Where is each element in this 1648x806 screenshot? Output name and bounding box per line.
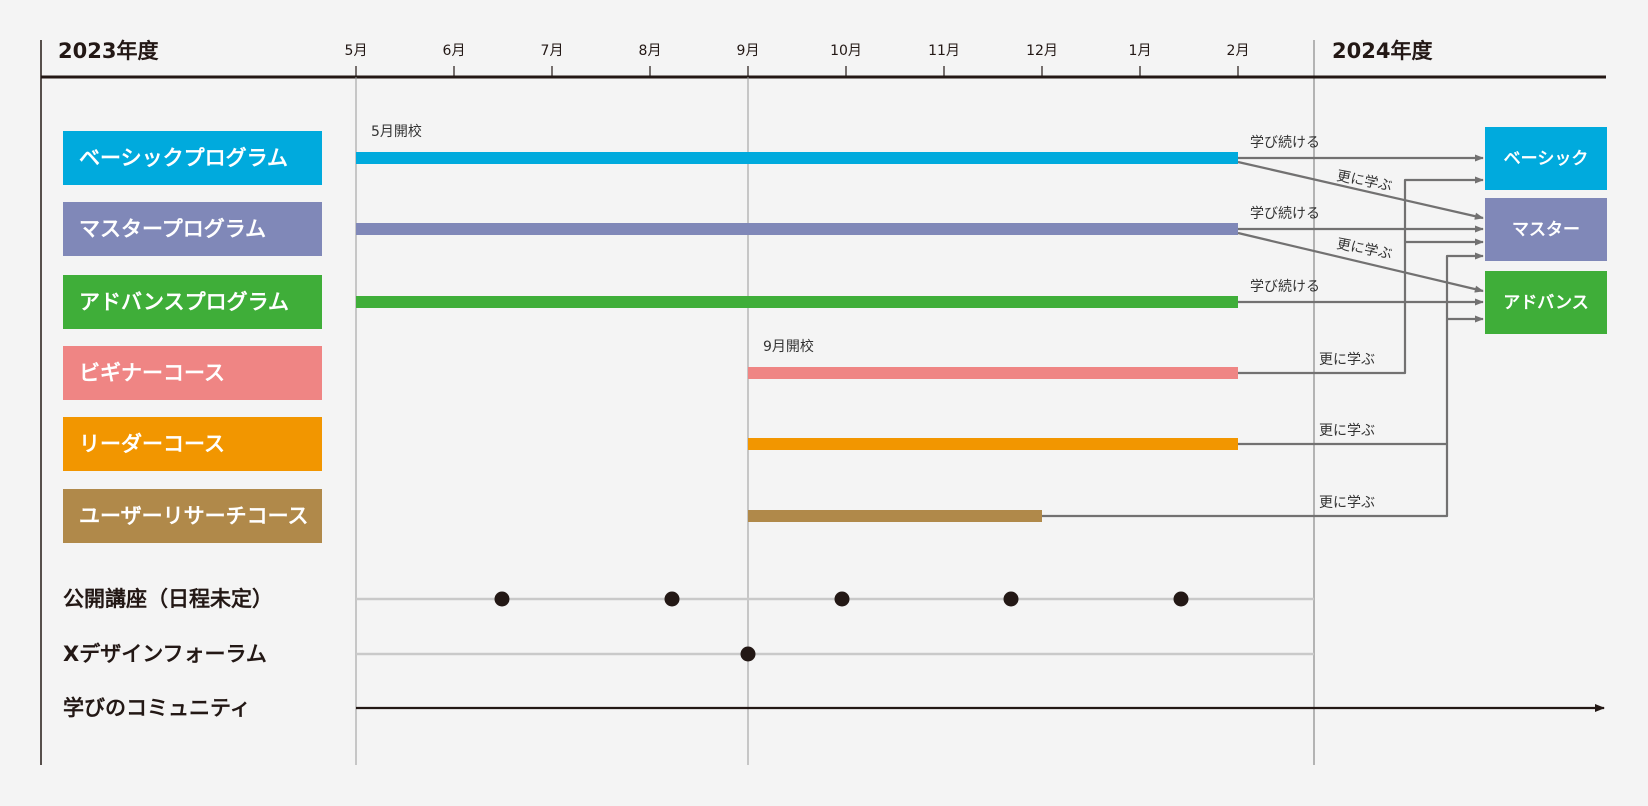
- program-bars: 5月開校 9月開校: [356, 123, 1238, 522]
- destination-box-master: [1485, 198, 1607, 261]
- program-label-box-leader: [63, 417, 322, 471]
- event-label-community: 学びのコミュニティ: [63, 696, 251, 720]
- program-bar-advance: [356, 296, 1238, 308]
- program-bar-beginner: [748, 367, 1238, 379]
- program-label-box-basic: [63, 131, 322, 185]
- program-label-basic: ベーシックプログラム: [79, 146, 288, 170]
- event-dot-public-lecture-5: [1173, 591, 1189, 607]
- destination-box-basic: [1485, 127, 1607, 190]
- start-note-beginner: 9月開校: [763, 338, 814, 355]
- program-bar-leader: [748, 438, 1238, 450]
- event-dot-public-lecture-1: [494, 591, 510, 607]
- program-bar-basic: [356, 152, 1238, 164]
- further-arrow-master-to-advance: [1237, 231, 1484, 293]
- further-arrow-beginner-to-basic: [1238, 176, 1484, 375]
- continue-label-basic: 学び続ける: [1250, 134, 1320, 151]
- month-label-7: 11月: [928, 43, 960, 59]
- fiscal-year-2023: 2023年度: [58, 39, 158, 63]
- destination-label-advance: アドバンス: [1503, 293, 1589, 313]
- program-label-research: ユーザーリサーチコース: [79, 504, 309, 528]
- destination-label-basic: ベーシック: [1504, 149, 1589, 169]
- event-label-public-lectures: 公開講座（日程未定）: [63, 587, 273, 611]
- month-label-8: 12月: [1026, 43, 1058, 59]
- further-arrow-basic-to-master: [1237, 160, 1484, 220]
- program-label-master: マスタープログラム: [79, 217, 266, 241]
- program-label-box-master: [63, 202, 322, 256]
- month-label-10: 2月: [1227, 43, 1250, 59]
- program-label-box-beginner: [63, 346, 322, 400]
- month-label-6: 10月: [830, 43, 862, 59]
- program-label-advance: アドバンスプログラム: [79, 290, 289, 314]
- program-label-box-research: [63, 489, 322, 543]
- program-label-box-advance: [63, 275, 322, 329]
- destination-label-master: マスター: [1512, 220, 1580, 240]
- start-note-basic: 5月開校: [371, 123, 422, 140]
- month-label-2: 6月: [443, 43, 466, 59]
- month-label-1: 5月: [345, 43, 368, 59]
- event-label-forum: Xデザインフォーラム: [63, 642, 267, 666]
- program-bar-research: [748, 510, 1042, 522]
- month-label-3: 7月: [541, 43, 564, 59]
- event-dot-public-lecture-2: [664, 591, 680, 607]
- month-label-9: 1月: [1129, 43, 1152, 59]
- program-label-leader: リーダーコース: [79, 432, 225, 456]
- program-labels: ベーシックプログラムマスタープログラムアドバンスプログラムビギナーコースリーダー…: [63, 131, 322, 543]
- month-label-5: 9月: [737, 43, 760, 59]
- program-bar-master: [356, 223, 1238, 235]
- further-label-beginner: 更に学ぶ: [1319, 352, 1375, 368]
- event-dot-public-lecture-3: [834, 591, 850, 607]
- month-axis: 5月 6月 7月 8月 9月 10月 11月 12月 1月 2月: [345, 43, 1250, 765]
- continue-label-master: 学び続ける: [1250, 205, 1320, 222]
- destination-box-advance: [1485, 271, 1607, 334]
- program-label-beginner: ビギナーコース: [79, 361, 225, 385]
- month-label-4: 8月: [639, 43, 662, 59]
- event-dot-forum-1: [740, 646, 756, 662]
- further-label-research: 更に学ぶ: [1319, 495, 1375, 511]
- fiscal-year-2024: 2024年度: [1332, 39, 1432, 63]
- further-label-leader: 更に学ぶ: [1319, 423, 1375, 439]
- event-dot-public-lecture-4: [1003, 591, 1019, 607]
- continue-label-advance: 学び続ける: [1250, 278, 1320, 295]
- further-arrow-research-to-master: [1042, 252, 1484, 518]
